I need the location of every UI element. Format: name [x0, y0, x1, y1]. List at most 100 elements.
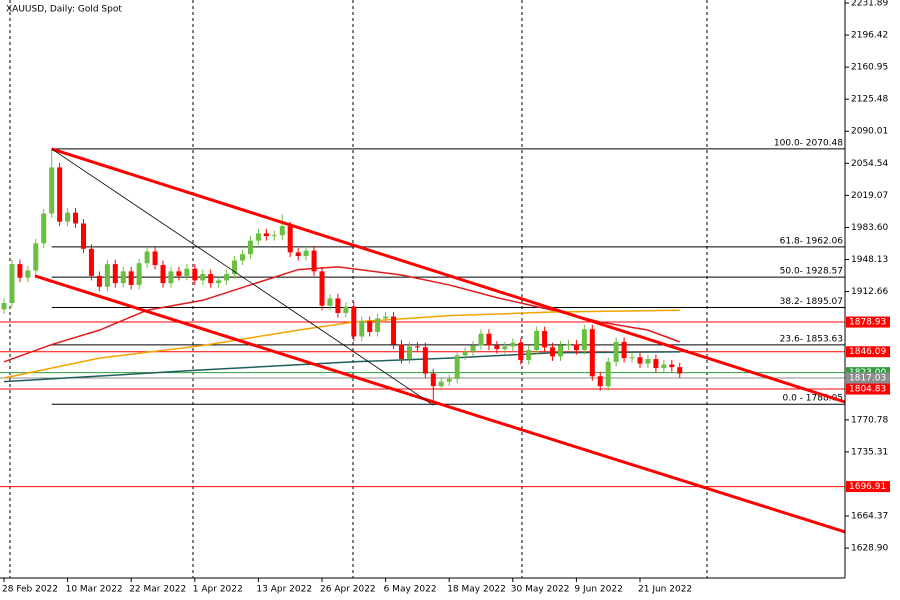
fib-label: 50.0- 1928.57 — [780, 267, 843, 277]
candle-body — [112, 264, 118, 284]
candle-body — [573, 344, 579, 351]
candle-body — [351, 306, 357, 337]
candle-body — [224, 274, 230, 281]
candle-body — [518, 342, 524, 360]
candle-body — [550, 347, 556, 357]
candle-body — [319, 271, 325, 306]
candle-body — [1, 303, 7, 310]
y-tick-label: 2196.42 — [851, 31, 888, 41]
x-tick-label: 1 Apr 2022 — [193, 585, 243, 595]
candle-body — [335, 298, 341, 313]
price-tag-label: 1817.03 — [849, 374, 886, 384]
candle-body — [534, 331, 540, 351]
candle-body — [88, 248, 94, 276]
candle-body — [605, 361, 611, 387]
candle-body — [526, 350, 532, 360]
fib-label: 61.8- 1962.06 — [780, 236, 844, 246]
y-tick-label: 1948.13 — [851, 255, 888, 265]
price-tag — [846, 372, 890, 384]
y-tick-label: 2090.01 — [851, 127, 888, 137]
price-tag-label: 1846.09 — [849, 347, 886, 357]
candle-body — [367, 321, 373, 332]
candle-body — [200, 274, 206, 281]
y-tick-label: 1983.60 — [851, 223, 888, 233]
candle-body — [565, 344, 571, 346]
y-tick-label: 1628.90 — [851, 544, 888, 554]
candle-body — [81, 223, 86, 249]
candle-body — [677, 367, 683, 374]
candle-body — [399, 344, 404, 360]
price-tag — [846, 346, 890, 358]
candle-body — [152, 251, 158, 266]
candle-body — [494, 345, 500, 350]
candle-body — [581, 329, 587, 351]
candle-body — [327, 298, 333, 306]
candle-body — [176, 271, 182, 276]
candle-body — [486, 333, 492, 346]
trendline — [51, 147, 846, 404]
candle-body — [454, 355, 460, 379]
candle-body — [414, 346, 420, 348]
candle-body — [645, 359, 651, 364]
candle-body — [391, 316, 397, 345]
candle-body — [41, 213, 47, 244]
candle-body — [144, 251, 150, 264]
candle-body — [383, 316, 389, 319]
candle-body — [462, 351, 468, 356]
candle-body — [271, 235, 277, 237]
candle-body — [653, 359, 659, 369]
price-tag — [846, 481, 890, 493]
price-tags: 1878.931846.091823.001817.031804.831696.… — [846, 316, 890, 493]
candle-body — [216, 280, 222, 284]
x-tick-label: 6 May 2022 — [384, 585, 437, 595]
candle-body — [49, 167, 55, 214]
fib-label: 100.0- 2070.48 — [774, 138, 843, 148]
candle-body — [136, 263, 142, 285]
candle-body — [192, 268, 198, 281]
candle-body — [168, 271, 174, 284]
candle-body — [279, 226, 285, 236]
candle-body — [558, 345, 563, 357]
candle-body — [303, 250, 309, 257]
candle-body — [406, 346, 412, 360]
price-tag — [846, 383, 890, 395]
x-tick-label: 28 Feb 2022 — [2, 585, 58, 595]
candle-body — [669, 364, 675, 368]
fib-label: 23.6- 1853.63 — [780, 334, 843, 344]
candle-body — [661, 364, 667, 369]
candle-body — [597, 376, 603, 387]
candle-body — [613, 341, 619, 362]
y-tick-label: 1912.66 — [851, 287, 888, 297]
candle-body — [621, 341, 627, 359]
price-tag-label: 1804.83 — [849, 385, 886, 395]
y-tick-label: 2231.89 — [851, 0, 888, 8]
trendline — [51, 148, 434, 406]
candle-body — [232, 260, 238, 275]
x-tick-label: 18 May 2022 — [447, 585, 506, 595]
candle-body — [73, 212, 79, 224]
candle-body — [17, 264, 23, 278]
y-tick-label: 1664.37 — [851, 512, 888, 522]
candle-body — [128, 271, 134, 285]
y-tick-label: 2054.54 — [851, 159, 888, 169]
moving-average — [3, 309, 680, 379]
trendline — [34, 274, 846, 534]
candle-body — [510, 342, 516, 347]
candle-body — [375, 318, 381, 332]
candle-body — [470, 345, 476, 352]
candle-body — [430, 373, 436, 387]
candle-body — [208, 274, 214, 284]
candle-body — [542, 331, 548, 348]
fib-label: 0.0 - 1788.05 — [783, 394, 844, 404]
fib-label: 38.2- 1895.07 — [780, 297, 843, 307]
x-tick-label: 10 Mar 2022 — [66, 585, 123, 595]
candle-body — [160, 265, 166, 284]
candle-body — [65, 212, 71, 222]
candle-body — [343, 306, 349, 313]
candle-body — [629, 357, 635, 359]
y-tick-label: 2125.48 — [851, 95, 888, 105]
x-tick-label: 13 Apr 2022 — [256, 585, 312, 595]
candle-body — [438, 381, 444, 387]
